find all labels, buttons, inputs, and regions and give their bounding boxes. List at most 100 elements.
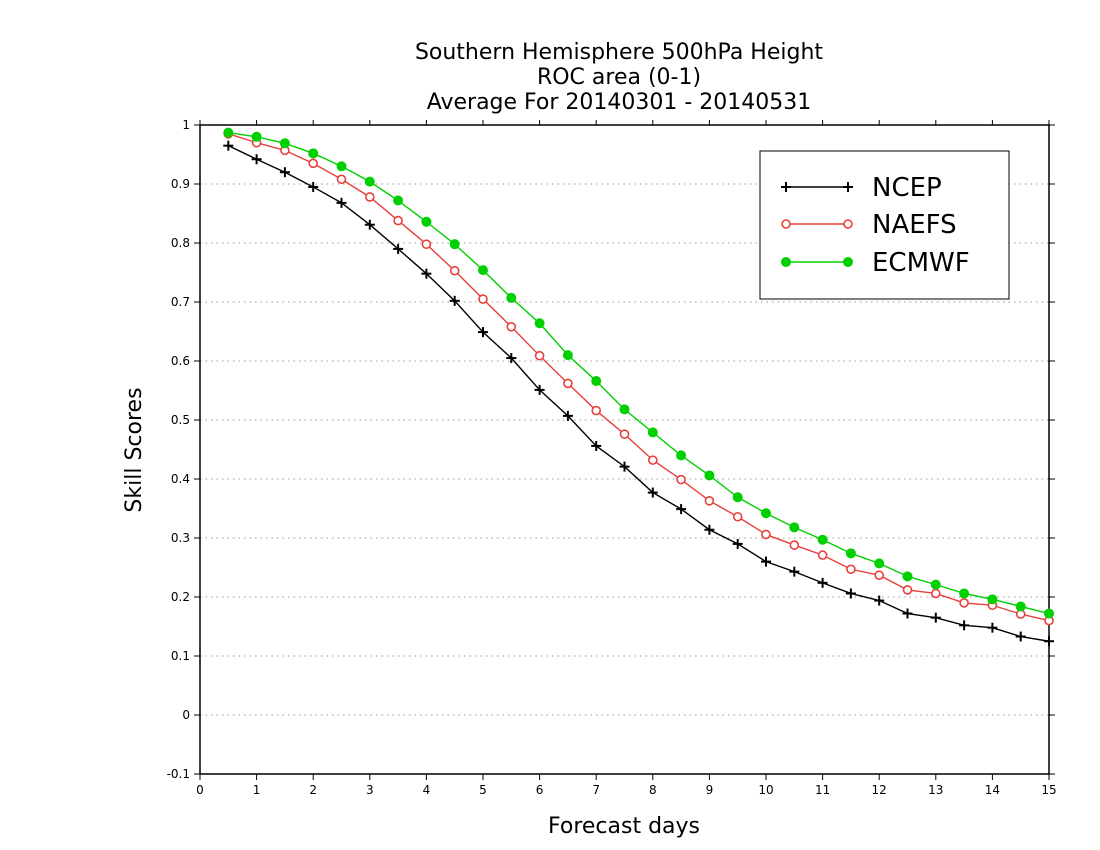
data-point-naefs (930, 588, 941, 599)
x-tick-label: 4 (423, 783, 431, 797)
data-point-ncep (676, 504, 687, 515)
title-line-3: Average For 20140301 - 20140531 (427, 90, 812, 115)
legend-item-ncep: NCEP (781, 173, 942, 203)
data-point-ecmwf (761, 508, 771, 519)
data-point-ecmwf (930, 579, 941, 590)
data-point-ecmwf (336, 161, 347, 172)
data-point-ecmwf (364, 176, 375, 187)
data-point-ncep (421, 268, 432, 279)
data-point-ncep (591, 440, 602, 451)
data-point-ecmwf (704, 470, 715, 481)
data-point-ecmwf (789, 522, 800, 533)
data-point-ecmwf (959, 588, 970, 599)
y-tick-label: 0.4 (171, 472, 190, 486)
y-axis: -0.1 0 0.1 0.2 0.3 0.4 0.5 0.6 0.7 0.8 0.9 1 (167, 118, 1055, 781)
data-point-naefs (959, 598, 969, 608)
legend-marker (781, 182, 791, 192)
data-point-naefs (421, 239, 432, 249)
data-point-ecmwf (449, 239, 460, 250)
data-point-naefs (789, 540, 800, 550)
data-point-naefs (563, 378, 573, 389)
x-tick-label: 15 (1041, 783, 1056, 797)
data-point-ecmwf (279, 138, 290, 149)
x-tick-label: 9 (706, 783, 714, 797)
data-point-naefs (336, 174, 347, 185)
series-naefs (223, 129, 1054, 626)
series-ecmwf (223, 127, 1054, 619)
data-point-ecmwf (534, 318, 545, 329)
data-point-ecmwf (647, 427, 658, 438)
x-tick-label: 2 (309, 783, 317, 797)
data-point-ncep (902, 608, 913, 619)
data-point-naefs (647, 455, 658, 465)
x-tick-label: 3 (366, 783, 374, 797)
x-tick-label: 12 (872, 783, 887, 797)
legend: NCEP NAEFS ECMWF (759, 150, 1010, 300)
data-point-ncep (789, 566, 800, 577)
x-tick-label: 6 (536, 783, 544, 797)
data-point-naefs (591, 405, 602, 416)
legend-marker (781, 219, 791, 229)
x-tick-label: 11 (815, 783, 830, 797)
data-point-ecmwf (987, 594, 998, 605)
data-point-ncep (251, 154, 262, 165)
data-point-naefs (874, 570, 885, 580)
data-point-naefs (393, 215, 403, 226)
y-tick-label: 0.2 (171, 590, 190, 604)
legend-marker (843, 182, 853, 192)
data-point-ncep (534, 384, 545, 395)
data-point-ncep (308, 181, 319, 192)
x-tick-label: 14 (985, 783, 1000, 797)
x-tick-label: 5 (479, 783, 487, 797)
data-point-ecmwf (845, 548, 856, 559)
data-point-ecmwf (619, 404, 630, 415)
y-tick-label: -0.1 (167, 767, 190, 781)
legend-marker (781, 257, 791, 267)
data-point-ncep (704, 524, 715, 535)
data-point-ncep (449, 295, 460, 306)
series-layer (223, 127, 1054, 647)
data-point-ecmwf (902, 571, 913, 582)
data-point-ecmwf (506, 292, 517, 303)
data-point-ncep (987, 622, 998, 633)
data-point-naefs (308, 158, 319, 169)
legend-label-ecmwf: ECMWF (872, 248, 970, 278)
data-point-ncep (619, 461, 630, 472)
data-point-ecmwf (223, 127, 234, 138)
plot-area-frame (199, 124, 1050, 775)
data-point-ncep (364, 219, 375, 230)
y-tick-label: 0.6 (171, 354, 190, 368)
data-point-ncep (817, 577, 828, 588)
x-axis: 0 1 2 3 4 5 6 7 8 9 10 11 12 13 14 15 (196, 120, 1057, 797)
legend-item-naefs: NAEFS (781, 210, 957, 240)
data-point-naefs (761, 529, 771, 540)
data-point-ncep (874, 595, 885, 606)
y-tick-label: 0 (182, 708, 190, 722)
grid-lines (200, 183, 1049, 716)
x-tick-label: 0 (196, 783, 204, 797)
data-point-ecmwf (676, 450, 687, 461)
data-point-ncep (1044, 636, 1054, 647)
data-point-ncep (647, 487, 658, 498)
y-tick-label: 0.9 (171, 177, 190, 191)
data-point-ncep (761, 556, 771, 567)
data-point-naefs (506, 321, 517, 332)
data-point-ncep (732, 538, 743, 549)
data-point-ecmwf (1044, 608, 1054, 619)
data-point-naefs (704, 496, 715, 506)
data-point-ncep (1015, 631, 1026, 642)
data-point-ncep (562, 410, 573, 421)
y-tick-label: 0.7 (171, 295, 190, 309)
legend-label-ncep: NCEP (872, 173, 942, 203)
legend-marker (843, 257, 853, 267)
data-point-ncep (279, 167, 290, 178)
data-point-ecmwf (591, 376, 602, 387)
data-point-ncep (959, 620, 970, 631)
title-line-1: Southern Hemisphere 500hPa Height (415, 40, 823, 65)
x-axis-title: Forecast days (548, 814, 700, 839)
data-point-ncep (930, 612, 941, 623)
data-point-ecmwf (562, 350, 573, 361)
data-point-naefs (449, 265, 460, 276)
series-ncep (223, 140, 1054, 647)
